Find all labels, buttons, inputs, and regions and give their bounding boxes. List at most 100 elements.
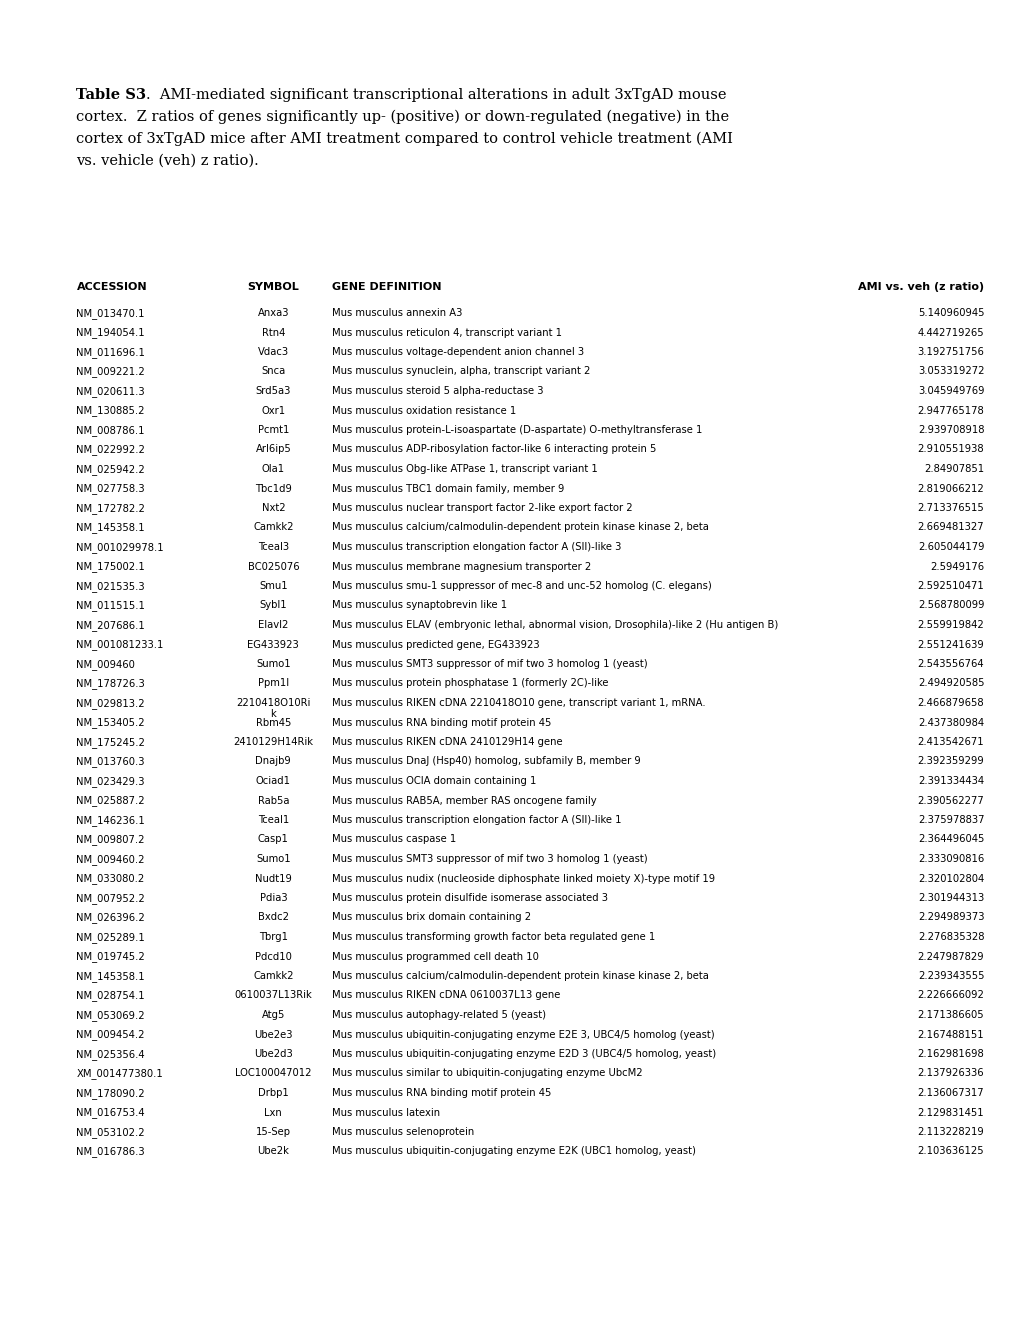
Text: Mus musculus OCIA domain containing 1: Mus musculus OCIA domain containing 1 [331,776,535,785]
Text: k: k [270,709,276,718]
Text: 2.171386605: 2.171386605 [917,1010,983,1020]
Text: NM_175245.2: NM_175245.2 [76,737,146,748]
Text: Pdia3: Pdia3 [259,894,287,903]
Text: NM_001029978.1: NM_001029978.1 [76,543,164,553]
Text: 2.568780099: 2.568780099 [917,601,983,610]
Text: NM_130885.2: NM_130885.2 [76,405,145,416]
Text: SYMBOL: SYMBOL [248,282,299,292]
Text: Camkk2: Camkk2 [253,523,293,532]
Text: Mus musculus synuclein, alpha, transcript variant 2: Mus musculus synuclein, alpha, transcrip… [331,367,589,376]
Text: NM_009460.2: NM_009460.2 [76,854,145,865]
Text: Mus musculus TBC1 domain family, member 9: Mus musculus TBC1 domain family, member … [331,483,564,494]
Text: BC025076: BC025076 [248,561,299,572]
Text: 2.333090816: 2.333090816 [917,854,983,865]
Text: Oxr1: Oxr1 [261,405,285,416]
Text: 3.045949769: 3.045949769 [917,385,983,396]
Text: 2.592510471: 2.592510471 [917,581,983,591]
Text: Mus musculus RAB5A, member RAS oncogene family: Mus musculus RAB5A, member RAS oncogene … [331,796,595,805]
Text: NM_026396.2: NM_026396.2 [76,912,145,924]
Text: 2.605044179: 2.605044179 [917,543,983,552]
Text: Ube2k: Ube2k [257,1147,289,1156]
Text: 2.543556764: 2.543556764 [917,659,983,669]
Text: vs. vehicle (veh) z ratio).: vs. vehicle (veh) z ratio). [76,154,259,168]
Text: Mus musculus DnaJ (Hsp40) homolog, subfamily B, member 9: Mus musculus DnaJ (Hsp40) homolog, subfa… [331,756,640,767]
Text: NM_027758.3: NM_027758.3 [76,483,145,495]
Text: .  AMI-mediated significant transcriptional alterations in adult 3xTgAD mouse: . AMI-mediated significant transcription… [146,88,726,102]
Text: Mus musculus membrane magnesium transporter 2: Mus musculus membrane magnesium transpor… [331,561,590,572]
Text: 2.103636125: 2.103636125 [917,1147,983,1156]
Text: 2.437380984: 2.437380984 [917,718,983,727]
Text: NM_013470.1: NM_013470.1 [76,308,145,319]
Text: GENE DEFINITION: GENE DEFINITION [331,282,440,292]
Text: 2.391334434: 2.391334434 [917,776,983,785]
Text: 15-Sep: 15-Sep [256,1127,290,1137]
Text: Ube2d3: Ube2d3 [254,1049,292,1059]
Text: NM_029813.2: NM_029813.2 [76,698,145,709]
Text: Tbc1d9: Tbc1d9 [255,483,291,494]
Text: 2.551241639: 2.551241639 [917,639,983,649]
Text: AMI vs. veh (z ratio): AMI vs. veh (z ratio) [857,282,983,292]
Text: Pdcd10: Pdcd10 [255,952,291,961]
Text: Mus musculus steroid 5 alpha-reductase 3: Mus musculus steroid 5 alpha-reductase 3 [331,385,542,396]
Text: 2410129H14Rik: 2410129H14Rik [233,737,313,747]
Text: NM_011696.1: NM_011696.1 [76,347,146,358]
Text: Tceal3: Tceal3 [258,543,288,552]
Text: Mus musculus Obg-like ATPase 1, transcript variant 1: Mus musculus Obg-like ATPase 1, transcri… [331,465,597,474]
Text: 2.5949176: 2.5949176 [929,561,983,572]
Text: 2.939708918: 2.939708918 [917,425,983,436]
Text: 2.364496045: 2.364496045 [917,834,983,845]
Text: Mus musculus SMT3 suppressor of mif two 3 homolog 1 (yeast): Mus musculus SMT3 suppressor of mif two … [331,854,646,865]
Text: Tceal1: Tceal1 [258,814,288,825]
Text: 2.559919842: 2.559919842 [917,620,983,630]
Text: NM_016786.3: NM_016786.3 [76,1147,145,1158]
Text: Mus musculus selenoprotein: Mus musculus selenoprotein [331,1127,473,1137]
Text: NM_145358.1: NM_145358.1 [76,523,145,533]
Text: Mus musculus protein phosphatase 1 (formerly 2C)-like: Mus musculus protein phosphatase 1 (form… [331,678,607,689]
Text: NM_007952.2: NM_007952.2 [76,894,145,904]
Text: Mus musculus ubiquitin-conjugating enzyme E2D 3 (UBC4/5 homolog, yeast): Mus musculus ubiquitin-conjugating enzym… [331,1049,715,1059]
Text: Mus musculus protein disulfide isomerase associated 3: Mus musculus protein disulfide isomerase… [331,894,607,903]
Text: NM_011515.1: NM_011515.1 [76,601,146,611]
Text: NM_153405.2: NM_153405.2 [76,718,145,729]
Text: Rab5a: Rab5a [258,796,288,805]
Text: Sybl1: Sybl1 [259,601,287,610]
Text: XM_001477380.1: XM_001477380.1 [76,1068,163,1080]
Text: Camkk2: Camkk2 [253,972,293,981]
Text: Mus musculus calcium/calmodulin-dependent protein kinase kinase 2, beta: Mus musculus calcium/calmodulin-dependen… [331,972,707,981]
Text: NM_009460: NM_009460 [76,659,136,671]
Text: Elavl2: Elavl2 [258,620,288,630]
Text: Mus musculus voltage-dependent anion channel 3: Mus musculus voltage-dependent anion cha… [331,347,583,356]
Text: Dnajb9: Dnajb9 [255,756,291,767]
Text: NM_023429.3: NM_023429.3 [76,776,145,787]
Text: Mus musculus RIKEN cDNA 2410129H14 gene: Mus musculus RIKEN cDNA 2410129H14 gene [331,737,561,747]
Text: 4.442719265: 4.442719265 [917,327,983,338]
Text: 2.910551938: 2.910551938 [917,445,983,454]
Text: NM_013760.3: NM_013760.3 [76,756,145,767]
Text: Snca: Snca [261,367,285,376]
Text: 2.301944313: 2.301944313 [917,894,983,903]
Text: 0610037L13Rik: 0610037L13Rik [234,990,312,1001]
Text: NM_028754.1: NM_028754.1 [76,990,145,1002]
Text: NM_001081233.1: NM_001081233.1 [76,639,164,651]
Text: Mus musculus ubiquitin-conjugating enzyme E2K (UBC1 homolog, yeast): Mus musculus ubiquitin-conjugating enzym… [331,1147,695,1156]
Text: 2.713376515: 2.713376515 [917,503,983,513]
Text: Mus musculus RNA binding motif protein 45: Mus musculus RNA binding motif protein 4… [331,1088,550,1098]
Text: NM_019745.2: NM_019745.2 [76,952,145,962]
Text: 2.84907851: 2.84907851 [923,465,983,474]
Text: 2.669481327: 2.669481327 [917,523,983,532]
Text: NM_009221.2: NM_009221.2 [76,367,145,378]
Text: 2.392359299: 2.392359299 [917,756,983,767]
Text: ACCESSION: ACCESSION [76,282,147,292]
Text: NM_146236.1: NM_146236.1 [76,814,145,826]
Text: Mus musculus SMT3 suppressor of mif two 3 homolog 1 (yeast): Mus musculus SMT3 suppressor of mif two … [331,659,646,669]
Text: Mus musculus transcription elongation factor A (SII)-like 3: Mus musculus transcription elongation fa… [331,543,621,552]
Text: Mus musculus calcium/calmodulin-dependent protein kinase kinase 2, beta: Mus musculus calcium/calmodulin-dependen… [331,523,707,532]
Text: 2.294989373: 2.294989373 [917,912,983,923]
Text: Sumo1: Sumo1 [256,854,290,865]
Text: Lxn: Lxn [264,1107,282,1118]
Text: Mus musculus brix domain containing 2: Mus musculus brix domain containing 2 [331,912,530,923]
Text: 2.276835328: 2.276835328 [917,932,983,942]
Text: NM_016753.4: NM_016753.4 [76,1107,145,1118]
Text: Mus musculus autophagy-related 5 (yeast): Mus musculus autophagy-related 5 (yeast) [331,1010,545,1020]
Text: NM_145358.1: NM_145358.1 [76,972,145,982]
